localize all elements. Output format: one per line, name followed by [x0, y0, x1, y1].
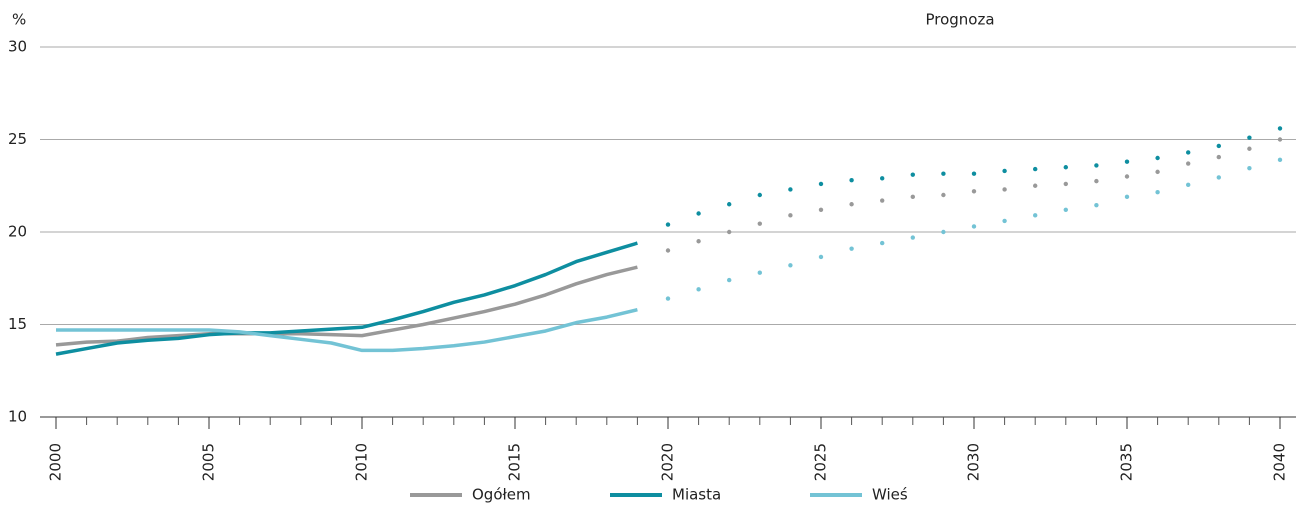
forecast-point: [727, 229, 732, 235]
forecast-point: [665, 296, 671, 301]
forecast-point: [788, 187, 793, 192]
x-tick-label: 2040: [1271, 443, 1289, 481]
forecast-point: [1186, 150, 1191, 155]
forecast-point: [1247, 135, 1252, 140]
forecast-point: [910, 172, 915, 177]
series-line: [55, 265, 638, 347]
forecast-point: [665, 248, 671, 253]
forecast-point: [1033, 166, 1038, 172]
forecast-point: [1033, 213, 1038, 218]
forecast-point: [788, 263, 793, 268]
x-tick-label: 2030: [965, 443, 983, 481]
forecast-point: [818, 254, 824, 260]
annotation: Prognoza: [925, 11, 994, 29]
x-tick-label: 2020: [659, 443, 677, 481]
x-tick-label: 2035: [1118, 443, 1136, 481]
forecast-point: [971, 171, 977, 176]
forecast-point: [696, 239, 701, 244]
forecast-point: [665, 222, 671, 227]
forecast-point: [818, 207, 824, 212]
forecast-point: [1124, 174, 1130, 179]
forecast-point: [1277, 157, 1283, 163]
forecast-point: [880, 198, 885, 203]
forecast-point: [1094, 163, 1099, 168]
forecast-point: [1033, 183, 1038, 188]
forecast-point: [1155, 169, 1160, 175]
forecast-point: [1216, 143, 1222, 149]
forecast-point: [696, 287, 701, 292]
forecast-point: [757, 270, 762, 275]
x-tick-label: 2010: [353, 443, 371, 481]
legend-label: Ogółem: [472, 486, 531, 504]
forecast-point: [1094, 178, 1099, 184]
series-line: [55, 241, 638, 356]
forecast-point: [941, 192, 946, 198]
forecast-point: [1277, 137, 1283, 142]
forecast-point: [1063, 181, 1069, 187]
forecast-point: [880, 176, 885, 181]
y-tick-label: 20: [8, 223, 27, 241]
forecast-point: [1186, 182, 1191, 188]
y-tick-label: 10: [8, 408, 27, 426]
forecast-point: [1124, 194, 1130, 200]
forecast-point: [1094, 202, 1099, 208]
y-tick-label: 30: [8, 38, 27, 56]
forecast-point: [1155, 190, 1160, 195]
forecast-point: [1247, 146, 1252, 151]
forecast-point: [1247, 165, 1252, 171]
forecast-point: [849, 178, 854, 183]
forecast-point: [757, 192, 762, 198]
forecast-point: [1277, 126, 1283, 131]
forecast-point: [880, 240, 885, 246]
x-tick-label: 2005: [200, 443, 218, 481]
forecast-point: [971, 189, 977, 194]
forecast-point: [941, 229, 946, 235]
forecast-point: [849, 246, 854, 251]
forecast-point: [849, 202, 854, 207]
forecast-point: [910, 235, 915, 240]
forecast-point: [941, 171, 946, 176]
forecast-point: [1124, 159, 1130, 164]
forecast-point: [727, 277, 732, 283]
forecast-point: [1063, 207, 1069, 212]
x-tick-label: 2000: [47, 443, 65, 481]
forecast-point: [1002, 187, 1007, 192]
forecast-point: [1186, 161, 1191, 166]
forecast-point: [696, 211, 701, 216]
forecast-point: [1063, 165, 1069, 170]
forecast-point: [818, 181, 824, 187]
forecast-point: [1216, 175, 1222, 180]
forecast-point: [727, 202, 732, 207]
legend-label: Miasta: [672, 486, 721, 504]
series-line: [56, 307, 638, 353]
x-tick-label: 2025: [812, 443, 830, 481]
legend-label: Wieś: [872, 486, 908, 504]
forecast-point: [1216, 154, 1222, 160]
forecast-point: [1155, 155, 1160, 161]
y-tick-label: 25: [8, 130, 27, 148]
forecast-point: [757, 221, 762, 226]
x-tick-label: 2015: [506, 443, 524, 481]
forecast-point: [1002, 168, 1007, 174]
y-unit: %: [12, 11, 26, 29]
forecast-point: [788, 213, 793, 218]
forecast-point: [1002, 218, 1007, 224]
y-tick-label: 15: [8, 315, 27, 333]
forecast-point: [971, 224, 977, 229]
forecast-point: [910, 194, 915, 200]
